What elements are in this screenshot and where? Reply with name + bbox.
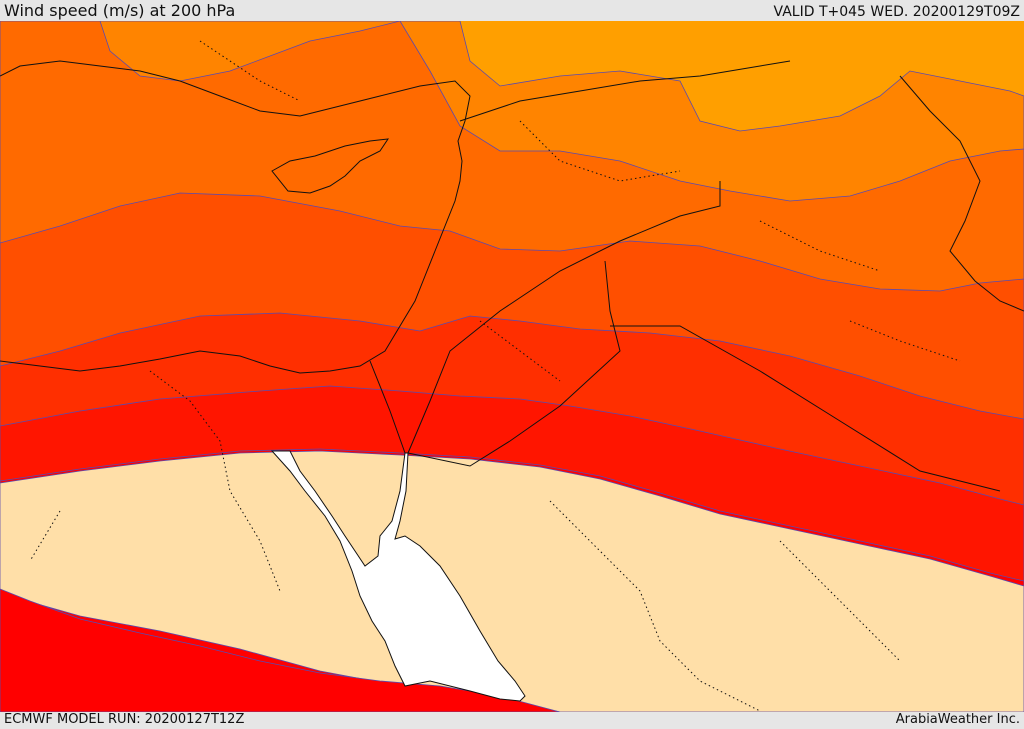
map-title: Wind speed (m/s) at 200 hPa bbox=[4, 1, 236, 20]
band-pale bbox=[0, 450, 1024, 712]
model-run-label: ECMWF MODEL RUN: 20200127T12Z bbox=[4, 712, 245, 727]
border-sinai bbox=[369, 360, 406, 454]
band-red-southwest bbox=[0, 588, 561, 712]
footer-bar: ECMWF MODEL RUN: 20200127T12Z ArabiaWeat… bbox=[0, 712, 1024, 729]
border-syria-turkey bbox=[459, 60, 791, 122]
admin-lines bbox=[29, 40, 961, 712]
wind-speed-map bbox=[0, 21, 1024, 712]
border-saudi bbox=[407, 260, 621, 467]
cyprus bbox=[271, 138, 390, 194]
red-sea bbox=[270, 450, 526, 702]
valid-time: VALID T+045 WED. 20200129T09Z bbox=[773, 4, 1020, 20]
mediterranean-coast bbox=[0, 60, 471, 374]
border-iraq bbox=[610, 325, 1001, 492]
border-iran bbox=[899, 75, 1024, 312]
header-bar: Wind speed (m/s) at 200 hPa VALID T+045 … bbox=[0, 0, 1024, 21]
border-jordan bbox=[407, 181, 721, 454]
credit-label: ArabiaWeather Inc. bbox=[895, 712, 1020, 727]
